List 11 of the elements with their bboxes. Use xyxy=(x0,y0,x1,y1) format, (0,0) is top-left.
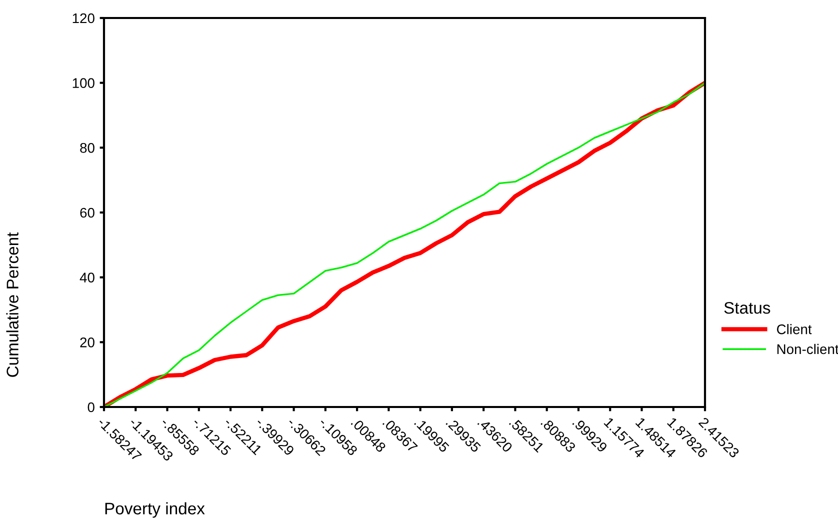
y-tick-label: 120 xyxy=(72,13,94,24)
y-tick-label: 0 xyxy=(88,402,94,412)
y-tick-label: 60 xyxy=(80,208,94,218)
y-axis-title: Cumulative Percent xyxy=(6,232,18,377)
y-tick-label: 40 xyxy=(80,272,94,283)
legend-label: Client xyxy=(776,324,812,334)
y-tick-label: 100 xyxy=(72,78,94,88)
x-axis-title: Poverty index xyxy=(105,502,205,518)
y-tick-label: 20 xyxy=(80,338,94,348)
legend-title: Status xyxy=(724,302,770,314)
y-tick-label: 80 xyxy=(80,143,94,153)
